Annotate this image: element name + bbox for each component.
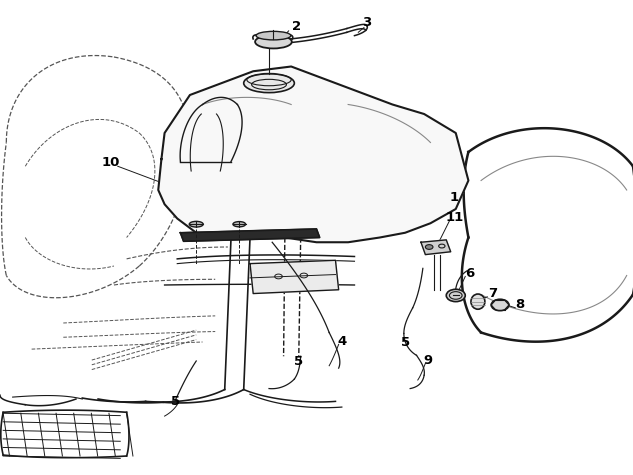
Ellipse shape bbox=[244, 74, 294, 93]
Ellipse shape bbox=[256, 31, 291, 40]
Text: 6: 6 bbox=[465, 266, 474, 280]
Ellipse shape bbox=[446, 289, 465, 302]
Text: 5: 5 bbox=[172, 395, 180, 408]
Ellipse shape bbox=[233, 221, 246, 227]
Ellipse shape bbox=[471, 294, 485, 309]
Ellipse shape bbox=[425, 245, 433, 249]
Text: 11: 11 bbox=[446, 211, 463, 224]
Text: 5: 5 bbox=[294, 355, 303, 369]
Ellipse shape bbox=[255, 35, 292, 48]
Text: 2: 2 bbox=[292, 19, 301, 33]
Polygon shape bbox=[158, 66, 468, 242]
Text: 7: 7 bbox=[488, 287, 497, 300]
Text: 5: 5 bbox=[401, 335, 410, 349]
Text: 8: 8 bbox=[516, 298, 525, 312]
Ellipse shape bbox=[491, 299, 509, 311]
Polygon shape bbox=[250, 260, 339, 294]
Text: 4: 4 bbox=[337, 334, 346, 348]
Ellipse shape bbox=[189, 221, 203, 227]
Text: 1: 1 bbox=[450, 190, 459, 204]
Text: 3: 3 bbox=[363, 16, 372, 29]
Text: 9: 9 bbox=[423, 354, 432, 368]
Polygon shape bbox=[421, 240, 451, 255]
Text: 10: 10 bbox=[101, 156, 120, 169]
Polygon shape bbox=[180, 229, 320, 241]
